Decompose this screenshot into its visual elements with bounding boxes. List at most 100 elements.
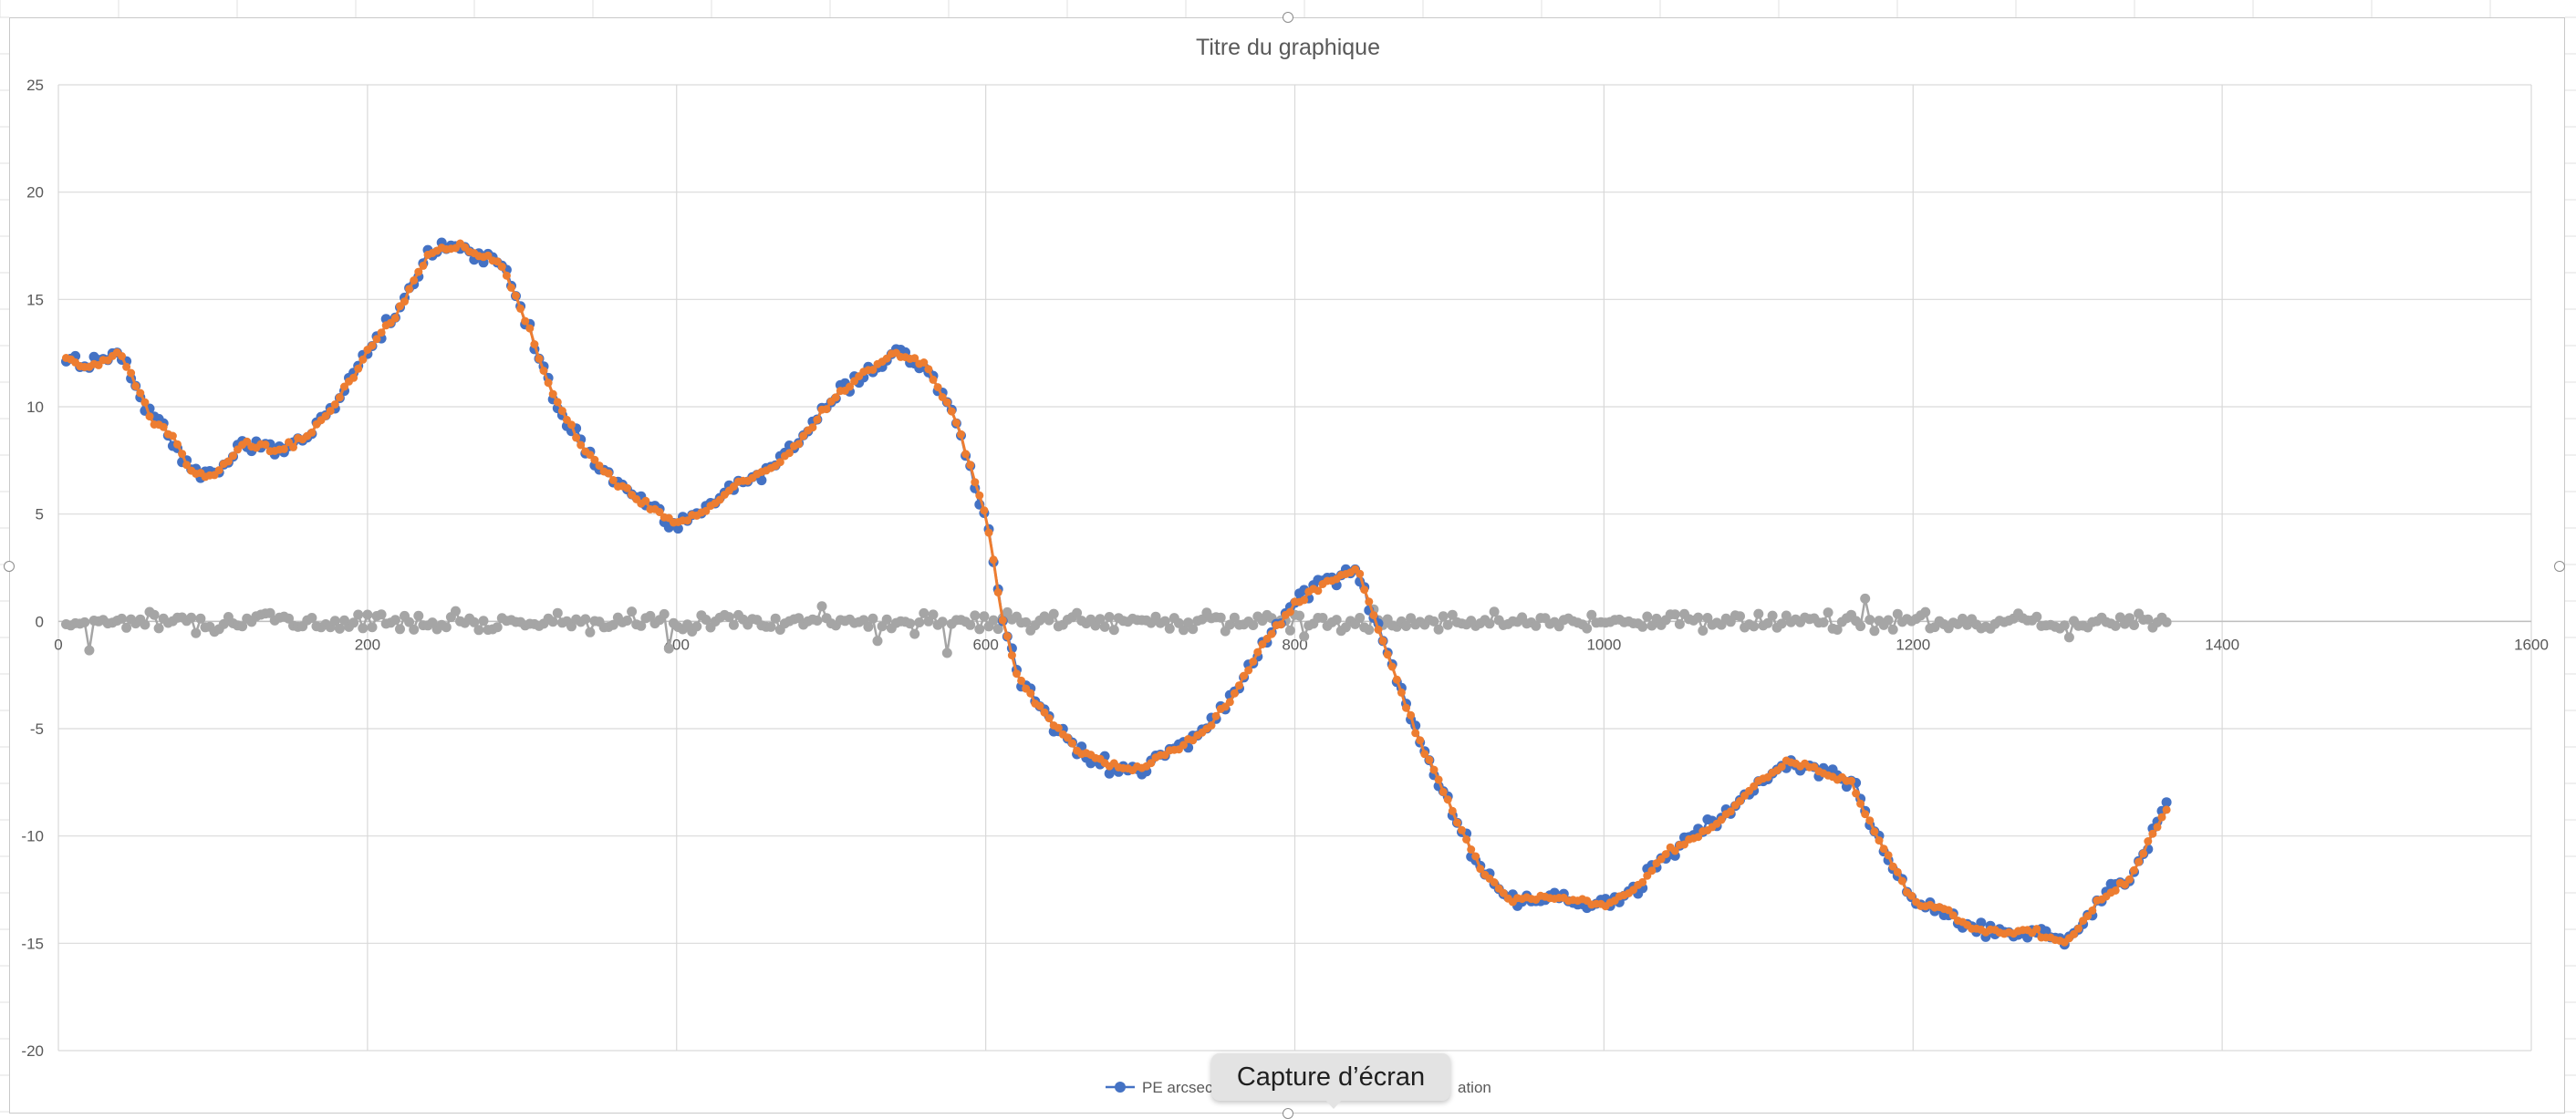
data-point[interactable] (2110, 620, 2121, 631)
data-point[interactable] (330, 400, 339, 409)
data-point[interactable] (1669, 609, 1680, 620)
data-point[interactable] (1378, 637, 1387, 646)
data-point[interactable] (868, 366, 878, 374)
data-point[interactable] (1407, 710, 1416, 720)
data-point[interactable] (530, 340, 539, 348)
data-point[interactable] (623, 483, 631, 492)
data-point[interactable] (2070, 929, 2078, 938)
data-point[interactable] (770, 613, 781, 624)
data-point[interactable] (1879, 844, 1888, 854)
data-point[interactable] (367, 622, 378, 633)
data-point[interactable] (1749, 621, 1760, 632)
data-point[interactable] (636, 620, 647, 631)
data-point[interactable] (1207, 721, 1216, 730)
data-point[interactable] (975, 491, 984, 500)
data-point[interactable] (2148, 829, 2157, 838)
data-point[interactable] (1021, 616, 1032, 627)
data-point[interactable] (1476, 865, 1485, 874)
data-point[interactable] (1159, 616, 1170, 627)
data-point[interactable] (1035, 701, 1044, 710)
data-point[interactable] (928, 609, 939, 620)
data-point[interactable] (881, 614, 892, 625)
data-point[interactable] (1736, 797, 1744, 805)
data-point[interactable] (1401, 621, 1411, 631)
legend-entry-partial[interactable]: ation (1458, 1079, 1491, 1096)
data-point[interactable] (1531, 620, 1542, 631)
data-point[interactable] (1717, 815, 1726, 824)
data-point[interactable] (1489, 606, 1500, 617)
data-point[interactable] (368, 341, 377, 350)
data-point[interactable] (872, 636, 883, 647)
data-point[interactable] (1852, 789, 1861, 798)
data-point[interactable] (451, 606, 461, 616)
data-point[interactable] (641, 496, 650, 505)
data-point[interactable] (929, 375, 938, 384)
data-point[interactable] (1750, 782, 1759, 791)
data-point[interactable] (2153, 823, 2162, 832)
data-point[interactable] (552, 607, 563, 618)
data-point[interactable] (2074, 924, 2083, 933)
data-point[interactable] (1434, 775, 1443, 784)
data-point[interactable] (414, 267, 423, 276)
data-point[interactable] (1429, 765, 1439, 774)
data-point[interactable] (831, 393, 840, 402)
data-point[interactable] (1048, 608, 1059, 619)
data-point[interactable] (1360, 585, 1369, 595)
resize-handle-left[interactable] (4, 561, 15, 572)
data-point[interactable] (84, 645, 95, 656)
data-point[interactable] (1179, 625, 1189, 636)
data-point[interactable] (1438, 611, 1449, 622)
data-point[interactable] (595, 461, 604, 471)
data-point[interactable] (580, 614, 591, 625)
data-point[interactable] (140, 619, 151, 630)
data-point[interactable] (1884, 851, 1893, 860)
data-point[interactable] (1040, 708, 1049, 717)
data-point[interactable] (1823, 607, 1833, 618)
data-point[interactable] (993, 588, 1002, 597)
data-point[interactable] (992, 624, 1003, 635)
data-point[interactable] (182, 461, 192, 470)
data-point[interactable] (1735, 611, 1745, 622)
data-point[interactable] (1870, 827, 1879, 836)
series-0[interactable] (61, 237, 2172, 950)
data-point[interactable] (1462, 835, 1471, 844)
data-point[interactable] (933, 383, 942, 392)
data-point[interactable] (1425, 755, 1434, 764)
data-point[interactable] (1892, 608, 1903, 619)
data-point[interactable] (131, 381, 140, 390)
data-point[interactable] (1499, 888, 1508, 897)
resize-handle-right[interactable] (2554, 561, 2565, 572)
data-point[interactable] (1164, 623, 1175, 634)
data-point[interactable] (1452, 818, 1461, 827)
data-point[interactable] (1887, 624, 1898, 635)
data-point[interactable] (1244, 666, 1253, 675)
data-point[interactable] (1249, 658, 1258, 666)
data-point[interactable] (516, 304, 525, 313)
data-point[interactable] (1638, 877, 1647, 886)
data-point[interactable] (988, 615, 999, 626)
data-point[interactable] (1284, 625, 1295, 636)
data-point[interactable] (395, 624, 405, 635)
data-point[interactable] (2125, 875, 2134, 884)
data-point[interactable] (1411, 729, 1420, 738)
data-point[interactable] (1753, 608, 1764, 619)
data-point[interactable] (358, 355, 368, 364)
data-point[interactable] (979, 611, 990, 622)
data-point[interactable] (1235, 681, 1243, 690)
data-point[interactable] (1832, 625, 1843, 635)
data-point[interactable] (2161, 797, 2172, 808)
data-point[interactable] (924, 365, 933, 374)
data-point[interactable] (1314, 586, 1323, 596)
data-point[interactable] (1108, 625, 1119, 636)
data-point[interactable] (1420, 750, 1429, 759)
data-point[interactable] (1253, 648, 1262, 657)
data-point[interactable] (548, 389, 557, 399)
series-line[interactable] (66, 242, 2168, 944)
data-point[interactable] (2111, 886, 2120, 895)
data-point[interactable] (502, 271, 511, 280)
data-point[interactable] (512, 291, 520, 300)
data-point[interactable] (919, 607, 930, 618)
data-point[interactable] (604, 469, 613, 478)
data-point[interactable] (218, 618, 229, 629)
data-point[interactable] (765, 621, 776, 632)
